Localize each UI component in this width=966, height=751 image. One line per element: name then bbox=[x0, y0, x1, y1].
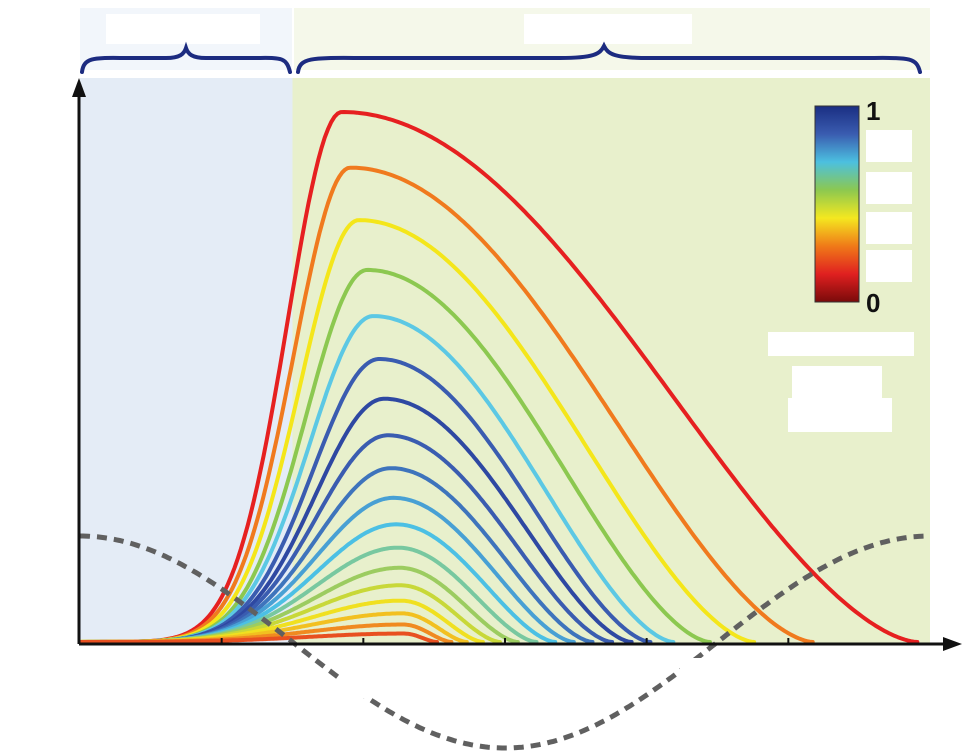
colorbar-tick-mask-4 bbox=[866, 250, 912, 282]
dashed-curve bbox=[80, 533, 930, 751]
series-group bbox=[80, 110, 920, 644]
region-headers bbox=[80, 8, 930, 74]
series-line-1 bbox=[80, 110, 920, 644]
colorbar-max-label: 1 bbox=[866, 96, 880, 126]
right-region-brace bbox=[296, 41, 922, 74]
y-axis-label-mask bbox=[0, 310, 60, 560]
series-line-18 bbox=[80, 631, 439, 644]
colorbar-tick-mask-3 bbox=[866, 212, 912, 244]
x-axis-ticks bbox=[220, 638, 790, 644]
x-axis-label-mask-right bbox=[680, 658, 860, 698]
x-axis-arrowhead bbox=[943, 637, 962, 651]
colorbar: 1 0 bbox=[814, 96, 912, 318]
y-axis-arrowhead bbox=[72, 78, 86, 97]
colorbar-tick-mask-2 bbox=[866, 172, 912, 204]
dashed-group bbox=[80, 533, 930, 751]
colorbar-tick-mask-1 bbox=[866, 130, 912, 162]
right-header-label-box bbox=[524, 14, 692, 44]
label-masks bbox=[0, 310, 914, 698]
left-header-label-box bbox=[106, 14, 260, 44]
colorbar-caption-mask bbox=[768, 332, 914, 356]
legend-mask-lower bbox=[788, 398, 892, 432]
axes bbox=[72, 78, 962, 651]
left-region-brace bbox=[80, 41, 292, 74]
colorbar-gradient bbox=[814, 105, 860, 303]
x-axis-label-mask-left bbox=[340, 658, 420, 698]
series-line-2 bbox=[80, 165, 815, 644]
colorbar-min-label: 0 bbox=[866, 288, 880, 318]
legend-mask-upper bbox=[792, 366, 882, 398]
